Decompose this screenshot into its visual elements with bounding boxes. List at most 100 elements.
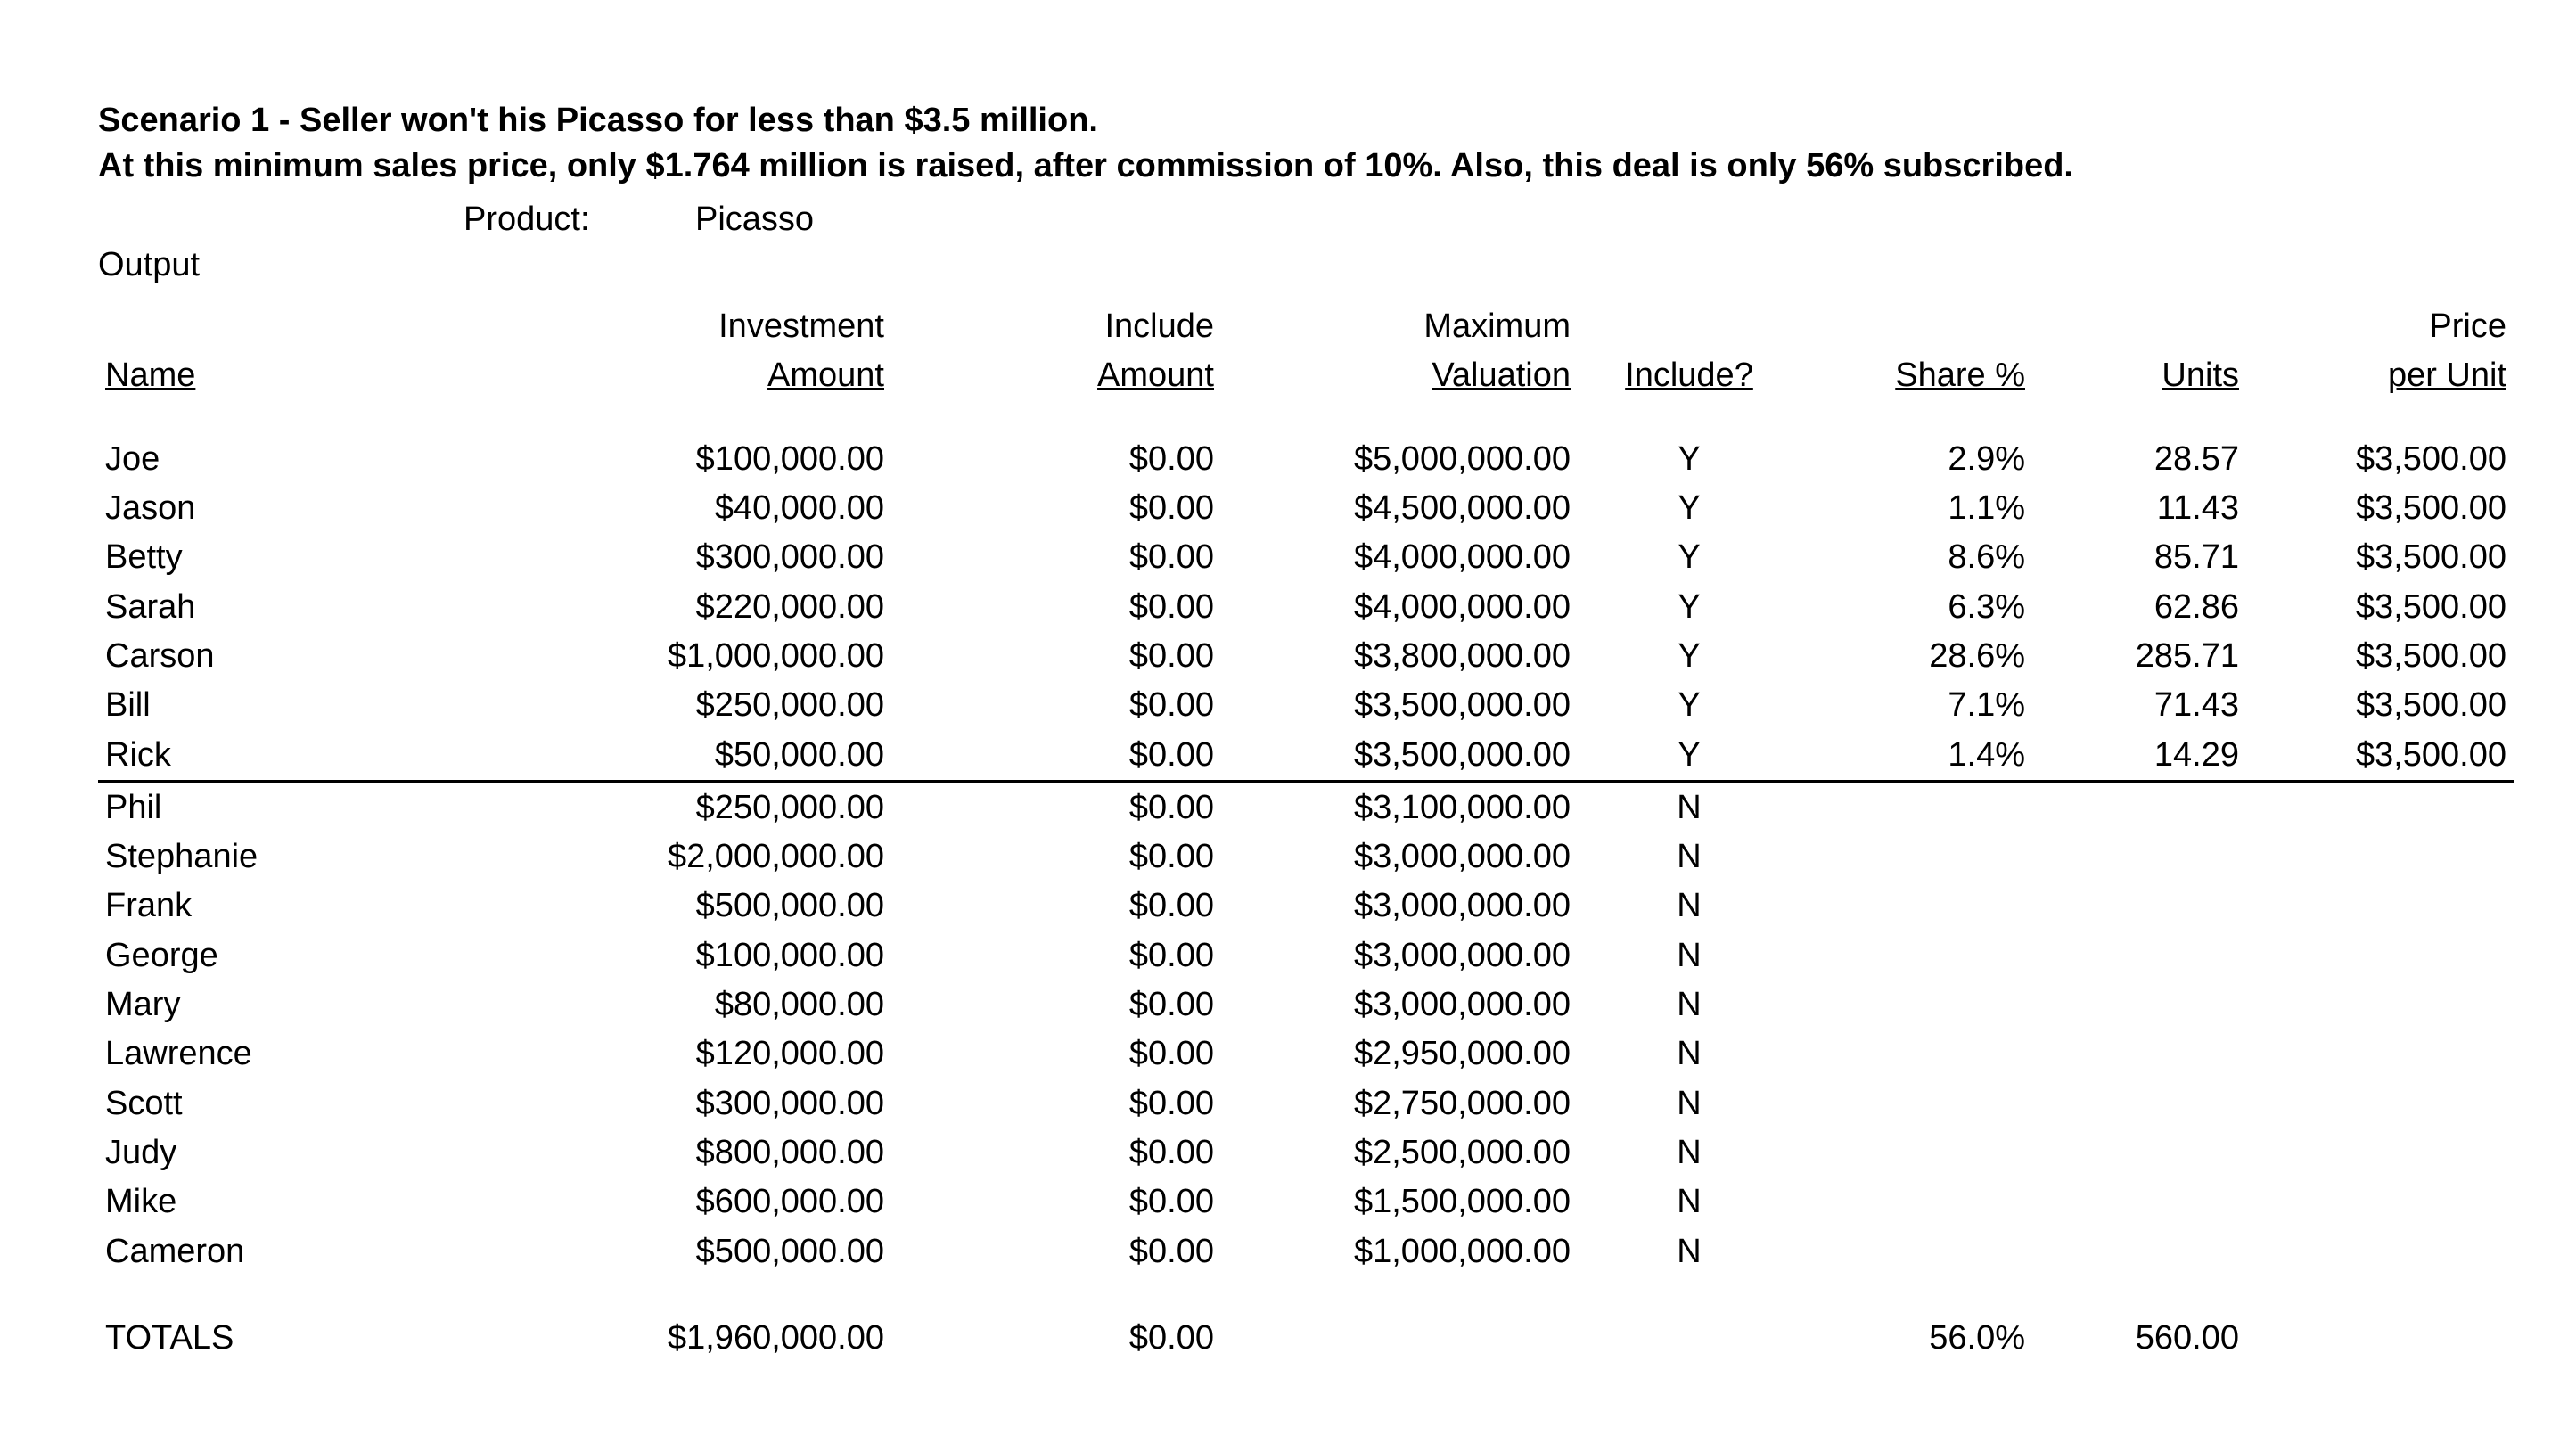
table-row: Mary$80,000.00$0.00$3,000,000.00N [98,980,2514,1030]
cell-invest: $120,000.00 [508,1030,891,1079]
cell-ppu [2246,1128,2514,1177]
cell-units: 285.71 [2032,632,2246,681]
cell-incamt: $0.00 [891,1177,1221,1226]
cell-ppu [2246,783,2514,833]
cell-maxval: $1,500,000.00 [1221,1177,1578,1226]
header-row-1: Investment Include Maximum Price [98,288,2514,351]
cell-incamt: $0.00 [891,882,1221,931]
cell-units [2032,882,2246,931]
cell-maxval: $3,800,000.00 [1221,632,1578,681]
cell-incl: N [1578,980,1801,1030]
cell-invest: $600,000.00 [508,1177,891,1226]
cell-share [1801,931,2032,980]
totals-row: TOTALS $1,960,000.00 $0.00 56.0% 560.00 [98,1310,2514,1363]
cell-name: Frank [98,882,508,931]
cell-ppu [2246,833,2514,882]
cell-ppu: $3,500.00 [2246,731,2514,782]
cell-units: 85.71 [2032,533,2246,582]
cell-incl: N [1578,1128,1801,1177]
totals-share: 56.0% [1801,1310,2032,1363]
table-row: Rick$50,000.00$0.00$3,500,000.00Y1.4%14.… [98,731,2514,782]
cell-ppu [2246,931,2514,980]
product-label: Product: [455,197,695,242]
cell-name: Rick [98,731,508,782]
cell-units [2032,931,2246,980]
hdr-investment-bot: Amount [767,357,884,394]
table-row: Jason$40,000.00$0.00$4,500,000.00Y1.1%11… [98,484,2514,533]
cell-units: 11.43 [2032,484,2246,533]
cell-maxval: $4,500,000.00 [1221,484,1578,533]
cell-incamt: $0.00 [891,533,1221,582]
cell-incl: Y [1578,583,1801,632]
cell-invest: $1,000,000.00 [508,632,891,681]
cell-name: Cameron [98,1227,508,1276]
table-row: Scott$300,000.00$0.00$2,750,000.00N [98,1079,2514,1128]
table-row: Bill$250,000.00$0.00$3,500,000.00Y7.1%71… [98,681,2514,730]
cell-name: George [98,931,508,980]
hdr-share: Share % [1895,357,2025,394]
cell-incl: N [1578,1079,1801,1128]
totals-incamt: $0.00 [891,1310,1221,1363]
cell-incl: N [1578,1227,1801,1276]
cell-maxval: $2,500,000.00 [1221,1128,1578,1177]
cell-invest: $40,000.00 [508,484,891,533]
cell-share [1801,980,2032,1030]
cell-maxval: $3,100,000.00 [1221,783,1578,833]
cell-name: Scott [98,1079,508,1128]
cell-incamt: $0.00 [891,931,1221,980]
cell-incamt: $0.00 [891,833,1221,882]
cell-incl: N [1578,882,1801,931]
cell-invest: $220,000.00 [508,583,891,632]
hdr-units: Units [2162,357,2239,394]
cell-ppu [2246,1227,2514,1276]
cell-maxval: $1,000,000.00 [1221,1227,1578,1276]
cell-incl: Y [1578,632,1801,681]
cell-maxval: $3,000,000.00 [1221,931,1578,980]
cell-incl: N [1578,833,1801,882]
cell-units [2032,1030,2246,1079]
cell-share [1801,1177,2032,1226]
cell-incl: N [1578,1177,1801,1226]
product-row: Product: Picasso [98,197,2487,242]
cell-name: Carson [98,632,508,681]
hdr-investment-top: Investment [508,288,891,351]
cell-incl: N [1578,783,1801,833]
cell-share [1801,882,2032,931]
cell-incl: Y [1578,533,1801,582]
hdr-include: Include? [1625,357,1753,394]
title-block: Scenario 1 - Seller won't his Picasso fo… [98,98,2487,190]
cell-share: 1.4% [1801,731,2032,782]
cell-units [2032,833,2246,882]
table-row: George$100,000.00$0.00$3,000,000.00N [98,931,2514,980]
cell-invest: $300,000.00 [508,533,891,582]
cell-units: 62.86 [2032,583,2246,632]
cell-incamt: $0.00 [891,1079,1221,1128]
table-row: Judy$800,000.00$0.00$2,500,000.00N [98,1128,2514,1177]
cell-incl: Y [1578,731,1801,782]
hdr-ppu-bot: per Unit [2388,357,2506,394]
cell-invest: $100,000.00 [508,435,891,484]
cell-incamt: $0.00 [891,783,1221,833]
hdr-maxval-bot: Valuation [1432,357,1571,394]
cell-units [2032,783,2246,833]
cell-name: Betty [98,533,508,582]
cell-ppu [2246,980,2514,1030]
cell-ppu: $3,500.00 [2246,583,2514,632]
cell-share [1801,1128,2032,1177]
cell-units: 14.29 [2032,731,2246,782]
cell-invest: $250,000.00 [508,783,891,833]
hdr-ppu-top: Price [2246,288,2514,351]
table-row: Lawrence$120,000.00$0.00$2,950,000.00N [98,1030,2514,1079]
cell-maxval: $5,000,000.00 [1221,435,1578,484]
cell-incamt: $0.00 [891,583,1221,632]
cell-units [2032,1128,2246,1177]
cell-ppu [2246,1079,2514,1128]
header-row-2: Name Amount Amount Valuation Include? Sh… [98,351,2514,400]
cell-name: Stephanie [98,833,508,882]
cell-units [2032,980,2246,1030]
cell-name: Lawrence [98,1030,508,1079]
cell-incamt: $0.00 [891,484,1221,533]
cell-name: Mike [98,1177,508,1226]
cell-name: Judy [98,1128,508,1177]
cell-share: 7.1% [1801,681,2032,730]
